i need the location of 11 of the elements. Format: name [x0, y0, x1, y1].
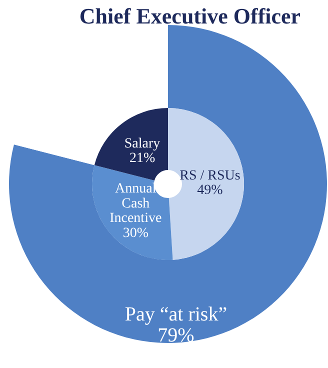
- chart-title: Chief Executive Officer: [79, 4, 301, 28]
- data-label: 30%: [122, 225, 149, 240]
- slice-label: Pay “at risk”: [124, 304, 228, 326]
- slice-label: Salary: [124, 136, 160, 151]
- data-label: 21%: [129, 150, 156, 166]
- slice-label: Annual Cash Incentive: [110, 181, 162, 226]
- slice-label: RS / RSUs: [180, 168, 240, 183]
- data-label: 79%: [158, 324, 194, 346]
- donut-slice: [94, 108, 168, 181]
- data-label: 49%: [197, 182, 224, 198]
- donut-slice: [168, 108, 244, 260]
